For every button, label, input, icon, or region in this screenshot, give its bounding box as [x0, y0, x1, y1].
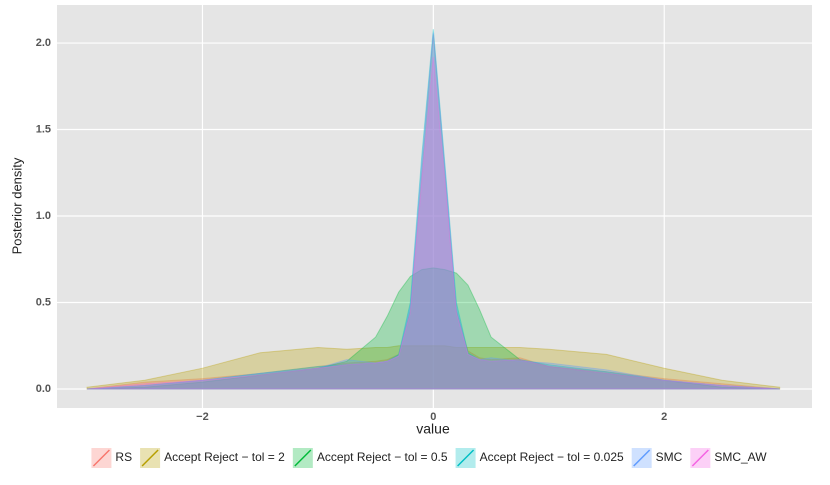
- legend-label: RS: [115, 450, 132, 464]
- y-tick-label: 2.0: [36, 37, 51, 49]
- legend-key-line: [141, 449, 159, 467]
- y-tick-label: 1.5: [36, 123, 51, 135]
- legend-key-line: [633, 449, 651, 467]
- density-area: [86, 32, 780, 390]
- y-axis-label: Posterior density: [9, 157, 24, 254]
- y-tick-label: 1.0: [36, 210, 51, 222]
- panel: [57, 5, 812, 408]
- legend-key-line: [691, 449, 709, 467]
- legend: RS Accept Reject − tol = 2 Accept Reject −…: [91, 448, 767, 468]
- legend-key-line: [457, 449, 475, 467]
- legend-key-line: [294, 449, 312, 467]
- x-tick-label: −2: [196, 411, 209, 423]
- x-tick-label: 0: [430, 411, 436, 423]
- density-area: [86, 345, 781, 390]
- legend-key-line: [92, 449, 110, 467]
- density-area: [86, 267, 780, 390]
- density-area: [86, 34, 780, 390]
- density-area: [86, 56, 780, 390]
- y-tick-label: 0.5: [36, 296, 51, 308]
- legend-label: Accept Reject − tol = 0.025: [480, 450, 624, 464]
- density-area: [86, 29, 780, 390]
- legend-label: Accept Reject − tol = 2: [164, 450, 285, 464]
- legend-label: SMC: [656, 450, 683, 464]
- x-tick-label: 2: [661, 411, 667, 423]
- legend-label: Accept Reject − tol = 0.5: [317, 450, 448, 464]
- legend-label: SMC_AW: [714, 450, 767, 464]
- x-axis-label: value: [416, 421, 450, 437]
- y-tick-label: 0.0: [36, 383, 51, 395]
